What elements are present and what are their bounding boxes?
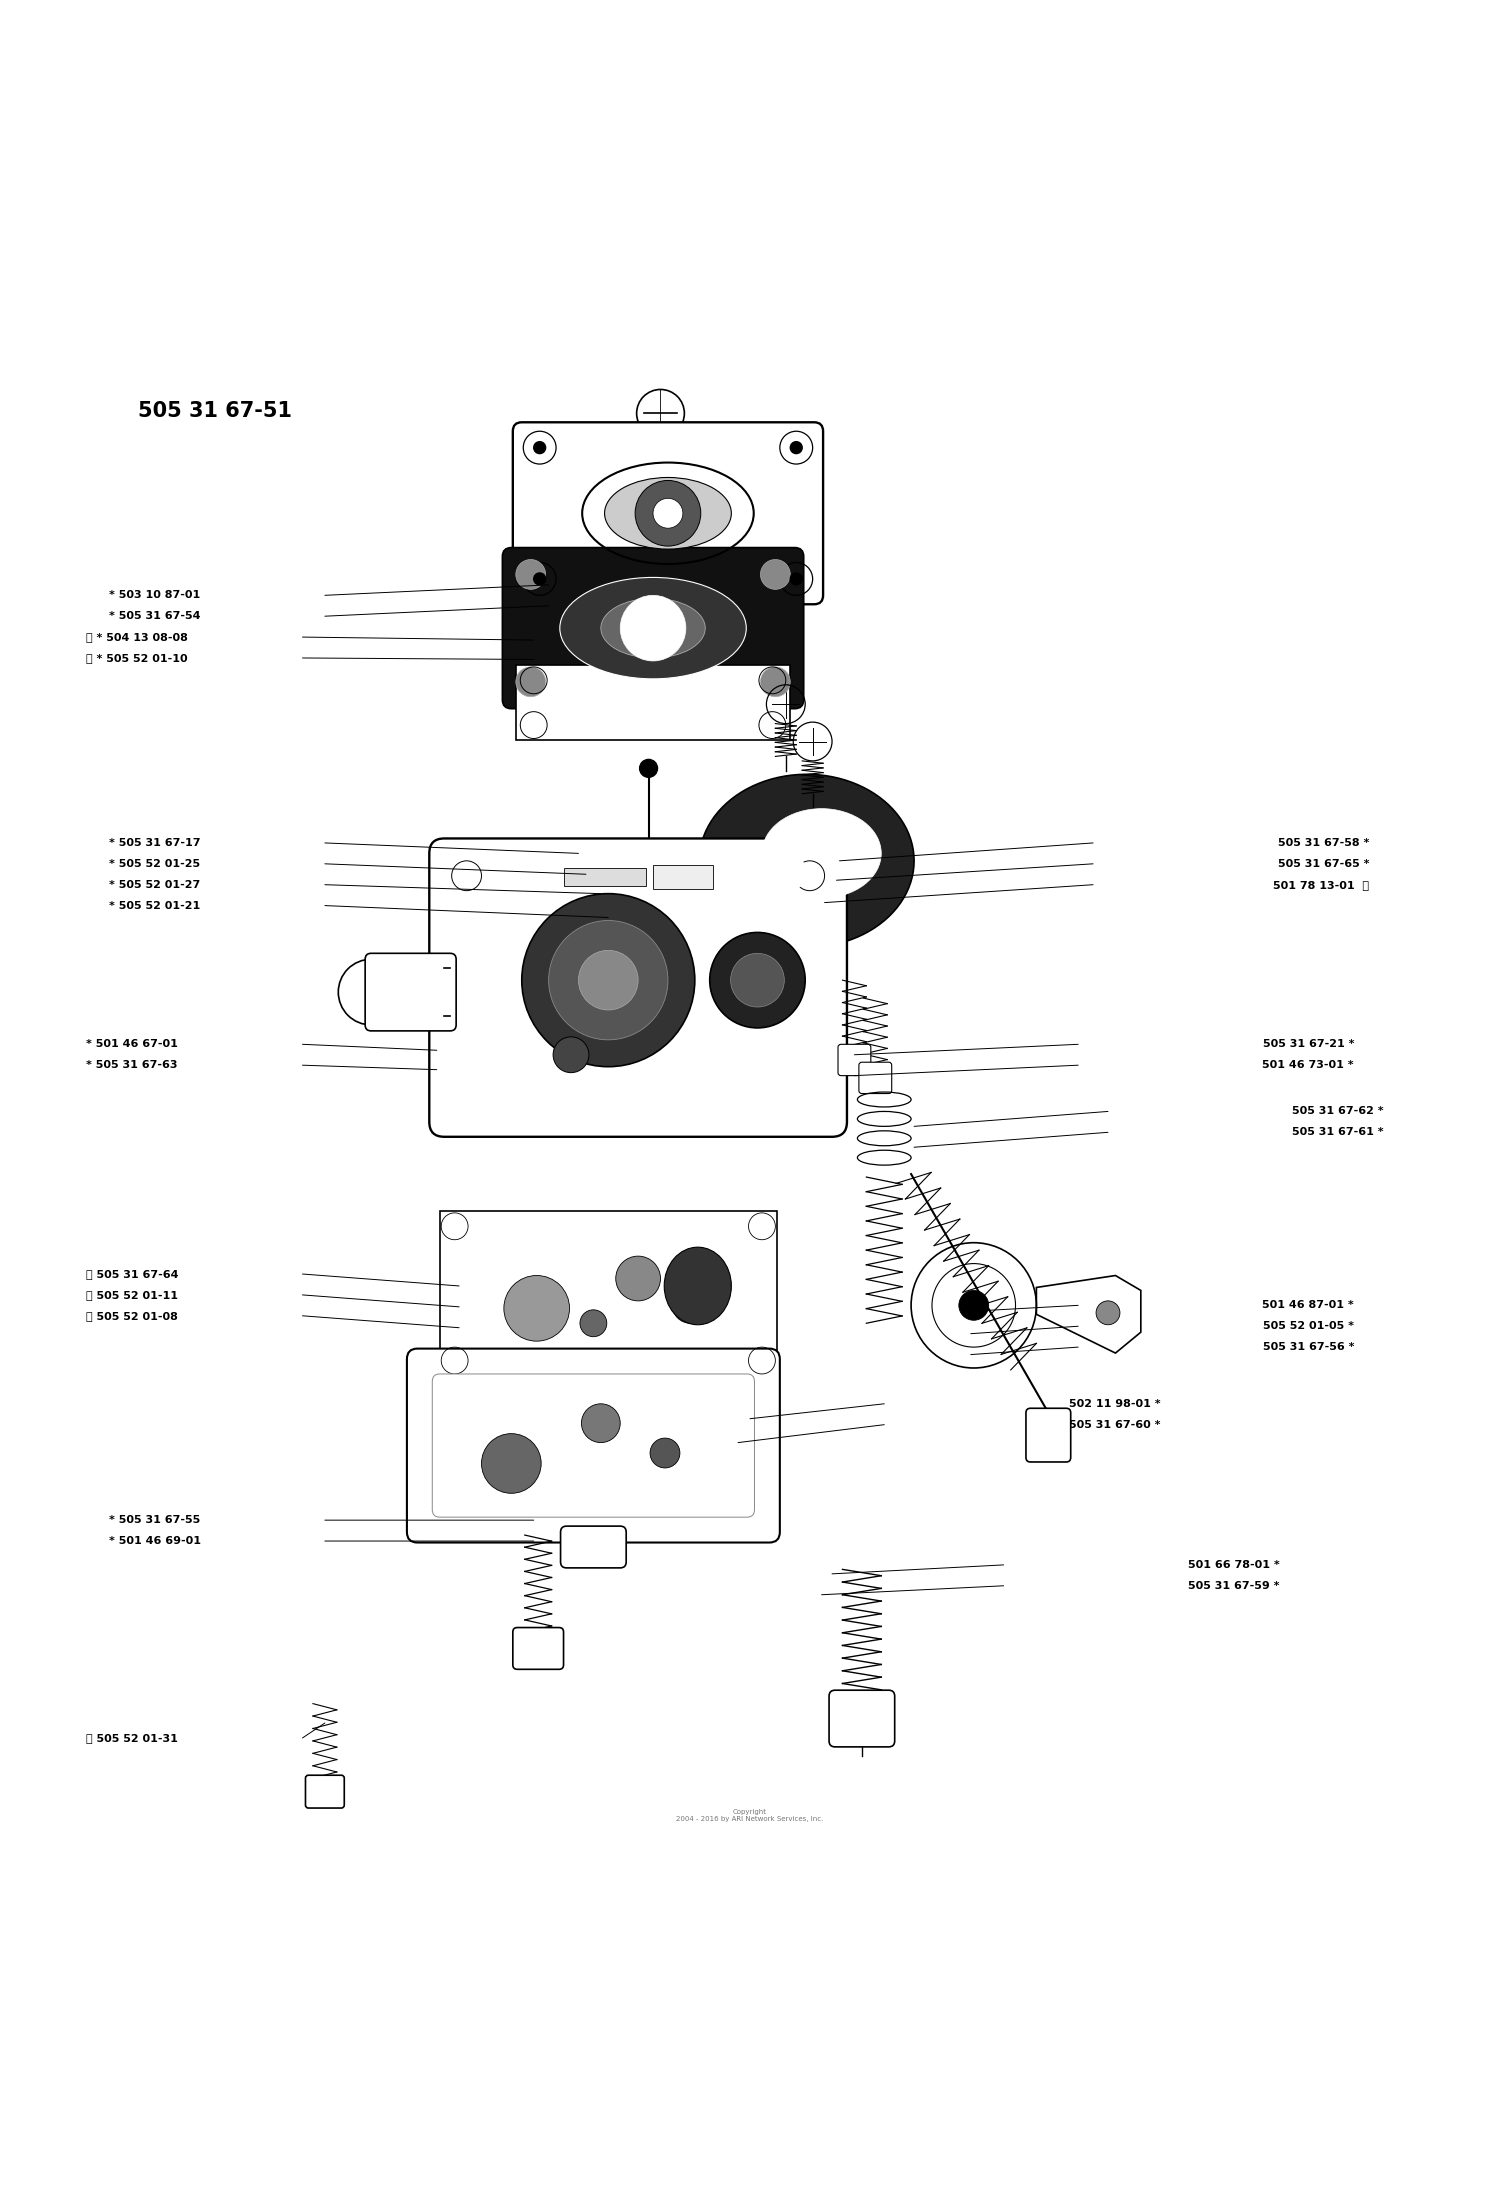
Text: 501 46 87-01 *: 501 46 87-01 *: [1263, 1300, 1354, 1311]
Text: * 501 46 69-01: * 501 46 69-01: [108, 1537, 201, 1546]
Ellipse shape: [664, 1247, 732, 1324]
Circle shape: [672, 1286, 708, 1324]
Text: 501 46 73-01 *: 501 46 73-01 *: [1263, 1060, 1354, 1071]
FancyBboxPatch shape: [516, 666, 790, 741]
FancyBboxPatch shape: [503, 548, 804, 708]
Text: ⓡ * 505 52 01-10: ⓡ * 505 52 01-10: [86, 653, 188, 662]
Circle shape: [710, 932, 806, 1027]
Circle shape: [771, 855, 807, 891]
Text: * 505 52 01-27: * 505 52 01-27: [108, 880, 200, 891]
Circle shape: [534, 442, 546, 453]
Circle shape: [549, 921, 668, 1040]
Text: ⓡ 505 52 01-31: ⓡ 505 52 01-31: [86, 1733, 178, 1744]
Circle shape: [504, 1275, 570, 1341]
Text: * 505 52 01-25: * 505 52 01-25: [108, 860, 200, 869]
Text: * 505 31 67-17: * 505 31 67-17: [108, 838, 200, 849]
Text: Copyright
2004 - 2016 by ARI Network Services, Inc.: Copyright 2004 - 2016 by ARI Network Ser…: [676, 1810, 824, 1823]
FancyBboxPatch shape: [830, 1691, 894, 1746]
FancyBboxPatch shape: [432, 1374, 754, 1517]
Circle shape: [760, 666, 790, 697]
Text: 505 31 67-62 *: 505 31 67-62 *: [1293, 1106, 1384, 1117]
Text: 505 31 67-21 *: 505 31 67-21 *: [1263, 1040, 1354, 1049]
Circle shape: [790, 442, 802, 453]
Text: 505 31 67-65 *: 505 31 67-65 *: [1278, 860, 1370, 869]
Circle shape: [620, 596, 686, 662]
Text: ⓡ 505 31 67-64: ⓡ 505 31 67-64: [86, 1269, 178, 1280]
FancyBboxPatch shape: [364, 954, 456, 1031]
Circle shape: [615, 1256, 660, 1302]
Text: 505 52 01-05 *: 505 52 01-05 *: [1263, 1322, 1354, 1330]
Circle shape: [582, 1403, 620, 1443]
Text: * 505 52 01-21: * 505 52 01-21: [108, 902, 200, 910]
Circle shape: [639, 759, 657, 776]
Circle shape: [516, 559, 546, 589]
Text: 501 66 78-01 *: 501 66 78-01 *: [1188, 1559, 1280, 1570]
Circle shape: [760, 559, 790, 589]
FancyBboxPatch shape: [561, 1526, 626, 1568]
Text: 501 78 13-01  ⓡ: 501 78 13-01 ⓡ: [1274, 880, 1370, 891]
Circle shape: [580, 1311, 608, 1337]
FancyBboxPatch shape: [839, 1045, 872, 1075]
Text: * 505 31 67-55: * 505 31 67-55: [108, 1515, 200, 1526]
Circle shape: [534, 574, 546, 585]
FancyBboxPatch shape: [859, 1062, 891, 1093]
Text: 505 31 67-58 *: 505 31 67-58 *: [1278, 838, 1370, 849]
Ellipse shape: [604, 477, 732, 550]
Circle shape: [579, 950, 638, 1009]
Circle shape: [650, 1438, 680, 1469]
Text: 505 31 67-60 *: 505 31 67-60 *: [1068, 1421, 1160, 1429]
Bar: [564, 869, 645, 886]
Text: * 503 10 87-01: * 503 10 87-01: [108, 589, 200, 600]
Text: * 505 31 67-54: * 505 31 67-54: [108, 611, 200, 620]
Circle shape: [1096, 1302, 1120, 1324]
Circle shape: [730, 954, 784, 1007]
FancyBboxPatch shape: [513, 422, 824, 605]
Ellipse shape: [762, 809, 882, 897]
Circle shape: [482, 1434, 542, 1493]
Text: ⓡ 505 52 01-11: ⓡ 505 52 01-11: [86, 1291, 178, 1300]
FancyBboxPatch shape: [306, 1775, 345, 1808]
Text: * 501 46 67-01: * 501 46 67-01: [86, 1040, 178, 1049]
FancyBboxPatch shape: [406, 1348, 780, 1541]
Text: * 505 31 67-63: * 505 31 67-63: [86, 1060, 177, 1071]
FancyBboxPatch shape: [440, 1212, 777, 1374]
Circle shape: [634, 479, 700, 545]
Polygon shape: [699, 774, 914, 948]
Circle shape: [652, 499, 682, 528]
Text: 505 31 67-51: 505 31 67-51: [138, 402, 292, 422]
Circle shape: [522, 893, 694, 1067]
Text: ⓡ 505 52 01-08: ⓡ 505 52 01-08: [86, 1311, 178, 1322]
FancyBboxPatch shape: [513, 1627, 564, 1669]
Bar: [652, 866, 712, 888]
FancyBboxPatch shape: [1026, 1407, 1071, 1462]
Text: 505 31 67-61 *: 505 31 67-61 *: [1293, 1128, 1384, 1137]
Circle shape: [516, 666, 546, 697]
Text: ⓡ * 504 13 08-08: ⓡ * 504 13 08-08: [86, 631, 188, 642]
Circle shape: [790, 574, 802, 585]
Text: 502 11 98-01 *: 502 11 98-01 *: [1068, 1399, 1160, 1410]
Text: 505 31 67-56 *: 505 31 67-56 *: [1263, 1341, 1354, 1352]
Text: 505 31 67-59 *: 505 31 67-59 *: [1188, 1581, 1280, 1590]
Circle shape: [958, 1291, 988, 1319]
Circle shape: [554, 1038, 590, 1073]
FancyBboxPatch shape: [429, 838, 847, 1137]
Ellipse shape: [560, 578, 747, 679]
Ellipse shape: [602, 598, 705, 658]
